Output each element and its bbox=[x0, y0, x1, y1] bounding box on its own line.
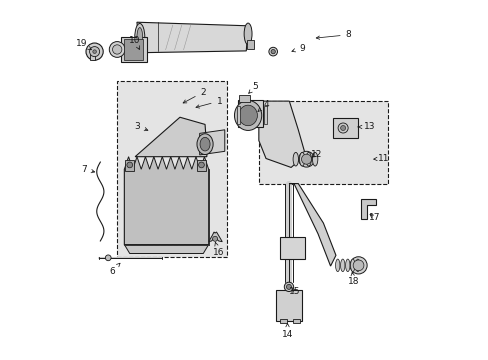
Polygon shape bbox=[137, 22, 247, 53]
Text: 1: 1 bbox=[196, 96, 222, 108]
Polygon shape bbox=[124, 157, 208, 244]
Circle shape bbox=[112, 45, 122, 54]
Text: 9: 9 bbox=[291, 44, 304, 53]
Bar bbox=[125, 160, 134, 171]
Bar bbox=[276, 290, 301, 320]
Polygon shape bbox=[199, 130, 224, 155]
Text: 7: 7 bbox=[81, 165, 95, 174]
Bar bbox=[197, 160, 205, 171]
Polygon shape bbox=[208, 232, 222, 242]
Circle shape bbox=[268, 47, 277, 56]
Bar bbox=[239, 95, 249, 102]
Ellipse shape bbox=[292, 152, 298, 166]
Polygon shape bbox=[135, 117, 206, 157]
Ellipse shape bbox=[345, 259, 349, 272]
Ellipse shape bbox=[135, 23, 144, 51]
Bar bbox=[238, 100, 263, 127]
Text: 3: 3 bbox=[134, 122, 147, 131]
Ellipse shape bbox=[234, 100, 261, 130]
Ellipse shape bbox=[244, 23, 251, 45]
Bar bbox=[237, 107, 239, 125]
Text: 2: 2 bbox=[183, 87, 205, 103]
Text: 16: 16 bbox=[212, 242, 224, 257]
Text: 5: 5 bbox=[248, 82, 258, 93]
Polygon shape bbox=[117, 81, 226, 257]
Text: 13: 13 bbox=[357, 122, 374, 131]
Ellipse shape bbox=[299, 152, 305, 166]
Ellipse shape bbox=[200, 137, 210, 151]
Circle shape bbox=[212, 236, 217, 241]
Ellipse shape bbox=[355, 259, 359, 272]
Polygon shape bbox=[258, 101, 305, 167]
Bar bbox=[121, 37, 146, 62]
Circle shape bbox=[286, 284, 291, 289]
Bar bbox=[279, 319, 286, 323]
Ellipse shape bbox=[335, 259, 339, 272]
Circle shape bbox=[270, 49, 275, 54]
Circle shape bbox=[352, 260, 363, 271]
Text: 4: 4 bbox=[258, 100, 268, 111]
Polygon shape bbox=[258, 101, 387, 184]
Circle shape bbox=[340, 126, 345, 131]
Polygon shape bbox=[124, 244, 208, 253]
Ellipse shape bbox=[137, 28, 142, 47]
Ellipse shape bbox=[197, 134, 213, 154]
Text: 8: 8 bbox=[316, 30, 351, 39]
Circle shape bbox=[284, 282, 293, 292]
Circle shape bbox=[198, 162, 204, 168]
Polygon shape bbox=[360, 199, 376, 219]
Circle shape bbox=[109, 41, 125, 57]
Circle shape bbox=[93, 50, 96, 53]
Circle shape bbox=[105, 255, 111, 261]
Circle shape bbox=[301, 154, 311, 164]
Bar bbox=[247, 40, 253, 49]
Ellipse shape bbox=[340, 259, 344, 272]
Text: 6: 6 bbox=[109, 263, 120, 276]
Text: 10: 10 bbox=[129, 36, 141, 49]
Circle shape bbox=[298, 151, 314, 167]
Bar bbox=[124, 169, 208, 244]
Text: 12: 12 bbox=[310, 150, 321, 159]
Text: 19: 19 bbox=[76, 39, 91, 50]
Bar bbox=[333, 118, 357, 138]
Text: 17: 17 bbox=[368, 213, 379, 222]
Circle shape bbox=[126, 162, 132, 168]
Text: 15: 15 bbox=[288, 287, 300, 296]
Circle shape bbox=[337, 123, 347, 133]
Text: 14: 14 bbox=[281, 324, 293, 339]
Circle shape bbox=[349, 257, 366, 274]
Bar bbox=[89, 54, 95, 60]
Circle shape bbox=[89, 46, 100, 57]
Bar bbox=[280, 237, 305, 259]
Polygon shape bbox=[288, 184, 335, 266]
Ellipse shape bbox=[305, 152, 311, 166]
Ellipse shape bbox=[312, 152, 317, 166]
Bar bbox=[264, 107, 266, 125]
Bar bbox=[124, 40, 142, 59]
Text: 18: 18 bbox=[347, 272, 359, 285]
Ellipse shape bbox=[350, 259, 354, 272]
Ellipse shape bbox=[238, 105, 257, 126]
Bar bbox=[292, 319, 299, 323]
Text: 11: 11 bbox=[373, 154, 388, 163]
Circle shape bbox=[86, 43, 103, 60]
